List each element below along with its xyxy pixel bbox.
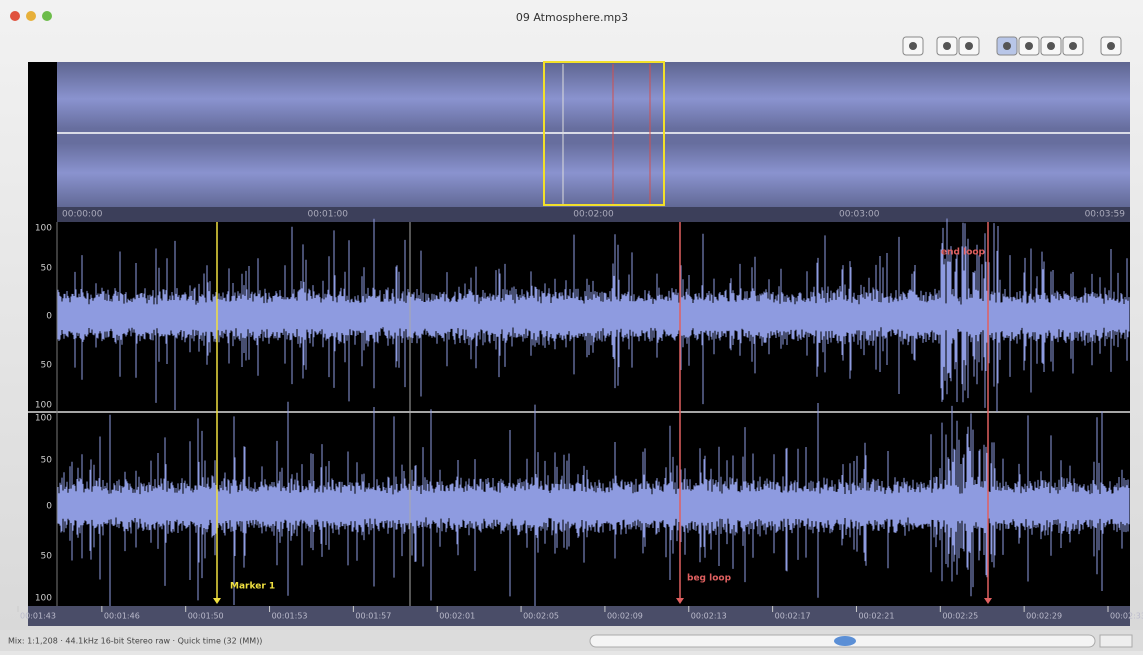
timeline-label: 00:01:46 <box>104 612 140 621</box>
timeline-label: 00:02:13 <box>691 612 727 621</box>
amplitude-label: 100 <box>35 594 52 604</box>
amplitude-label: 0 <box>46 312 52 322</box>
status-text: Mix: 1:1,208 · 44.1kHz 16-bit Stereo raw… <box>8 637 262 646</box>
timeline-label: 00:02:33 <box>1110 612 1143 621</box>
amplitude-label: 100 <box>35 224 52 234</box>
amplitude-label: 0 <box>46 502 52 512</box>
zoom-button[interactable] <box>42 11 52 21</box>
window-title: 09 Atmosphere.mp3 <box>516 11 628 24</box>
overview-time-label: 00:00:00 <box>62 210 103 220</box>
timeline-label: 00:02:09 <box>607 612 643 621</box>
amplitude-label: 50 <box>41 264 53 274</box>
overview-panel <box>28 62 1130 210</box>
marker-label[interactable]: beg loop <box>687 574 732 584</box>
timeline-label: 00:01:50 <box>188 612 224 621</box>
timeline-label: 00:01:43 <box>20 612 56 621</box>
toolbar-icon <box>1025 42 1033 50</box>
timeline-label: 00:01:53 <box>272 612 308 621</box>
overview-time-label: 00:02:00 <box>573 210 614 220</box>
close-button[interactable] <box>10 11 20 21</box>
amplitude-label: 50 <box>41 361 53 371</box>
timeline-label: 00:02:25 <box>942 612 978 621</box>
timeline-label: 00:02:21 <box>858 612 894 621</box>
overview-time-label: 00:01:00 <box>308 210 349 220</box>
timeline-label: 00:02:17 <box>775 612 811 621</box>
scroll-arrows[interactable] <box>1100 635 1132 647</box>
minimize-button[interactable] <box>26 11 36 21</box>
toolbar-icon <box>909 42 917 50</box>
toolbar-icon <box>943 42 951 50</box>
amplitude-label: 100 <box>35 414 52 424</box>
amplitude-label: 50 <box>41 456 53 466</box>
amplitude-label: 50 <box>41 552 53 562</box>
toolbar-icon <box>1107 42 1115 50</box>
overview-time-label: 00:03:00 <box>839 210 880 220</box>
timeline-label: 00:02:29 <box>1026 612 1062 621</box>
amplitude-label: 100 <box>35 401 52 411</box>
page: 09 Atmosphere.mp3 Mix: 1:1,208 · 44.1kHz… <box>0 0 1143 651</box>
timeline-label: 00:02:05 <box>523 612 559 621</box>
audio-editor-window: 09 Atmosphere.mp3 Mix: 1:1,208 · 44.1kHz… <box>0 0 1143 651</box>
toolbar-icon <box>1003 42 1011 50</box>
timeline-label: 00:02:01 <box>439 612 475 621</box>
overview-time-label: 00:03:59 <box>1085 210 1126 220</box>
overview-left-strip <box>28 62 57 222</box>
marker-label[interactable]: Marker 1 <box>230 582 275 592</box>
toolbar-icon <box>965 42 973 50</box>
scrollbar-thumb[interactable] <box>834 636 856 646</box>
timeline-label: 00:01:57 <box>355 612 391 621</box>
marker-label[interactable]: end loop <box>941 248 986 258</box>
toolbar-icon <box>1069 42 1077 50</box>
toolbar-icon <box>1047 42 1055 50</box>
